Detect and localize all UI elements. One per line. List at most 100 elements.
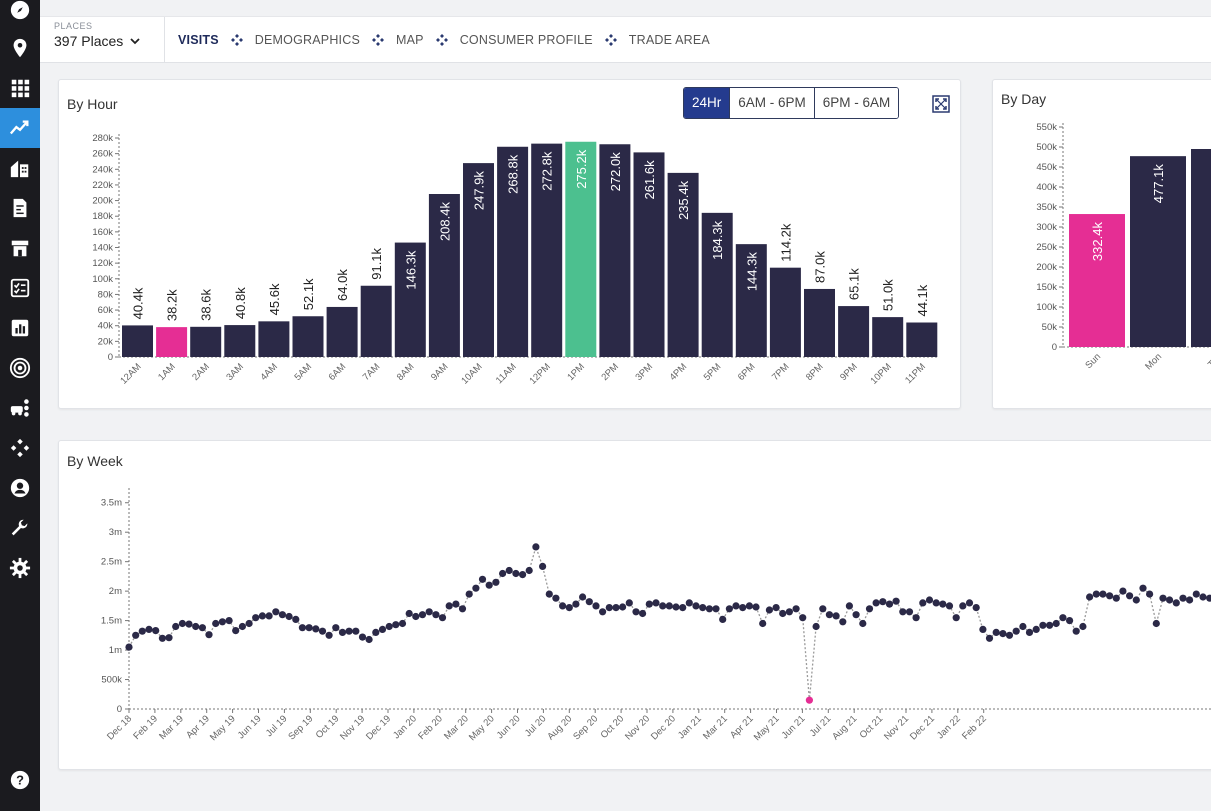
data-point xyxy=(979,625,987,633)
bar-chart-icon[interactable] xyxy=(0,308,40,348)
data-point xyxy=(905,608,914,616)
data-point xyxy=(1119,587,1127,595)
x-tick-label: May 19 xyxy=(208,713,238,743)
data-point xyxy=(338,628,347,636)
x-tick-label: Jun 20 xyxy=(495,713,523,741)
data-point xyxy=(612,604,620,612)
data-point xyxy=(258,612,266,620)
bar-value-label: 144.3k xyxy=(744,252,759,292)
data-point xyxy=(485,581,493,589)
data-point xyxy=(1005,631,1014,639)
x-tick-label: Feb 19 xyxy=(131,713,160,742)
trend-chart-icon[interactable] xyxy=(0,108,40,148)
bar xyxy=(292,316,324,357)
data-point xyxy=(585,598,593,606)
x-tick-label: 9PM xyxy=(838,361,860,383)
data-point xyxy=(1079,622,1087,631)
data-point xyxy=(519,571,527,579)
x-tick-label: Jan 22 xyxy=(935,713,963,741)
checklist-icon[interactable] xyxy=(0,268,40,308)
data-point xyxy=(425,608,433,616)
toggle-6am-6pm[interactable]: 6AM - 6PM xyxy=(729,88,814,118)
by-hour-chart: 0 20k 40k 60k 80k 100k 120k 140k 160k 180k 200k 220… xyxy=(92,133,939,387)
tab-visits[interactable]: VISITS xyxy=(178,32,219,47)
x-tick-label: Mar 19 xyxy=(157,713,186,742)
places-selector[interactable]: PLACES 397 Places xyxy=(54,21,164,49)
toggle-24hr[interactable]: 24Hr xyxy=(684,88,730,118)
bar xyxy=(565,141,597,357)
x-tick-label: May 21 xyxy=(752,713,782,743)
network-icon[interactable] xyxy=(0,428,40,468)
data-point xyxy=(245,619,253,628)
y-tick-label: 3.5m xyxy=(101,498,122,509)
data-point xyxy=(879,598,887,606)
bar xyxy=(838,306,870,357)
data-point xyxy=(499,569,507,578)
data-point xyxy=(292,615,300,623)
y-tick-label: 200k xyxy=(92,196,113,207)
data-point xyxy=(959,602,967,610)
x-tick-label: 8PM xyxy=(804,361,826,383)
bar xyxy=(258,321,290,357)
x-tick-label: May 20 xyxy=(467,713,497,743)
data-point xyxy=(318,627,327,635)
wrench-icon[interactable] xyxy=(0,508,40,548)
data-point xyxy=(885,600,894,608)
x-tick-label: Nov 20 xyxy=(623,713,652,742)
grid-icon[interactable] xyxy=(0,68,40,108)
tab-demographics[interactable]: DEMOGRAPHICS xyxy=(254,32,360,47)
gear-icon[interactable] xyxy=(0,548,40,588)
data-point xyxy=(899,608,907,616)
data-point xyxy=(639,609,647,618)
data-point xyxy=(1199,593,1207,601)
x-tick-label: 4AM xyxy=(258,361,280,383)
data-point xyxy=(452,600,460,608)
data-point xyxy=(972,604,980,612)
data-point xyxy=(805,696,814,704)
bar-value-label: 114.2k xyxy=(778,223,793,262)
data-point xyxy=(1172,599,1180,607)
vehicles-icon[interactable] xyxy=(0,388,40,428)
store-icon[interactable] xyxy=(0,228,40,268)
y-tick-label: 300k xyxy=(1036,222,1057,233)
data-point xyxy=(152,627,160,635)
y-tick-label: 280k xyxy=(92,133,113,144)
diamond-separator-icon xyxy=(604,33,617,46)
x-tick-label: Dec 18 xyxy=(105,713,134,742)
x-tick-label: Sep 19 xyxy=(286,713,315,742)
help-icon[interactable]: ? xyxy=(0,760,40,800)
user-icon[interactable] xyxy=(0,468,40,508)
data-point xyxy=(679,604,687,612)
y-tick-label: 450k xyxy=(1036,162,1057,173)
x-tick-label: Oct 20 xyxy=(599,713,627,741)
bar-value-label: 52.1k xyxy=(301,278,316,310)
compass-icon[interactable] xyxy=(0,0,40,30)
tab-consumer-profile[interactable]: CONSUMER PROFILE xyxy=(459,32,593,47)
data-point xyxy=(619,603,627,611)
tab-trade-area[interactable]: TRADE AREA xyxy=(628,32,710,47)
data-point xyxy=(799,614,807,622)
y-tick-label: 120k xyxy=(92,258,113,269)
data-point xyxy=(238,622,246,631)
map-pin-icon[interactable] xyxy=(0,28,40,68)
data-point xyxy=(865,605,874,613)
expand-icon[interactable] xyxy=(932,95,950,113)
top-bar: PLACES 397 Places VISITS DEMOGRAPHICS MA… xyxy=(40,16,1211,63)
y-tick-label: 220k xyxy=(92,180,113,191)
report-icon[interactable] xyxy=(0,188,40,228)
buildings-icon[interactable] xyxy=(0,148,40,188)
tab-map[interactable]: MAP xyxy=(396,32,424,47)
data-point xyxy=(358,633,367,641)
data-point xyxy=(458,605,467,613)
bar xyxy=(326,306,358,357)
data-point xyxy=(645,600,653,608)
toggle-6pm-6am[interactable]: 6PM - 6AM xyxy=(813,88,899,118)
data-point xyxy=(859,619,867,628)
data-point xyxy=(752,603,760,611)
data-point xyxy=(919,599,927,607)
data-point xyxy=(932,599,940,607)
x-tick-label: Mar 20 xyxy=(442,713,471,742)
y-tick-label: 350k xyxy=(1036,202,1057,213)
data-point xyxy=(772,604,780,612)
target-icon[interactable] xyxy=(0,348,40,388)
